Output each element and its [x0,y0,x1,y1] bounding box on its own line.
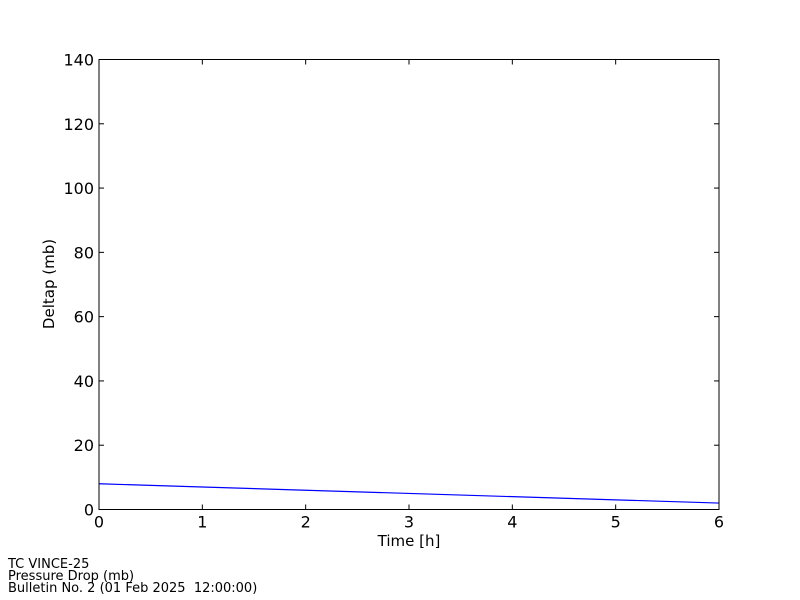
x-tick-label: 2 [301,513,311,532]
x-tick-label: 0 [94,513,104,532]
y-tick-label: 0 [84,501,94,520]
x-tick-label: 5 [611,513,621,532]
y-tick-label: 40 [74,372,94,391]
footer-variable: Pressure Drop (mb) [8,569,135,584]
y-tick-label: 80 [74,243,94,262]
x-tick-label: 1 [197,513,207,532]
x-tick-label: 6 [714,513,724,532]
series-line [98,483,720,504]
footer-storm-name: TC VINCE-25 [8,557,90,572]
y-tick-label: 100 [63,179,94,198]
footer-bulletin: Bulletin No. 2 (01 Feb 2025 12:00:00) [8,581,258,596]
y-axis-label: Deltap (mb) [40,239,58,329]
y-tick-label: 60 [74,308,94,327]
x-tick-label: 3 [404,513,414,532]
y-tick-label: 140 [63,51,94,70]
y-tick-label: 120 [63,115,94,134]
y-tick-label: 20 [74,436,94,455]
x-axis-label: Time [h] [377,532,441,550]
plot-frame [98,59,720,510]
x-tick-label: 4 [507,513,517,532]
